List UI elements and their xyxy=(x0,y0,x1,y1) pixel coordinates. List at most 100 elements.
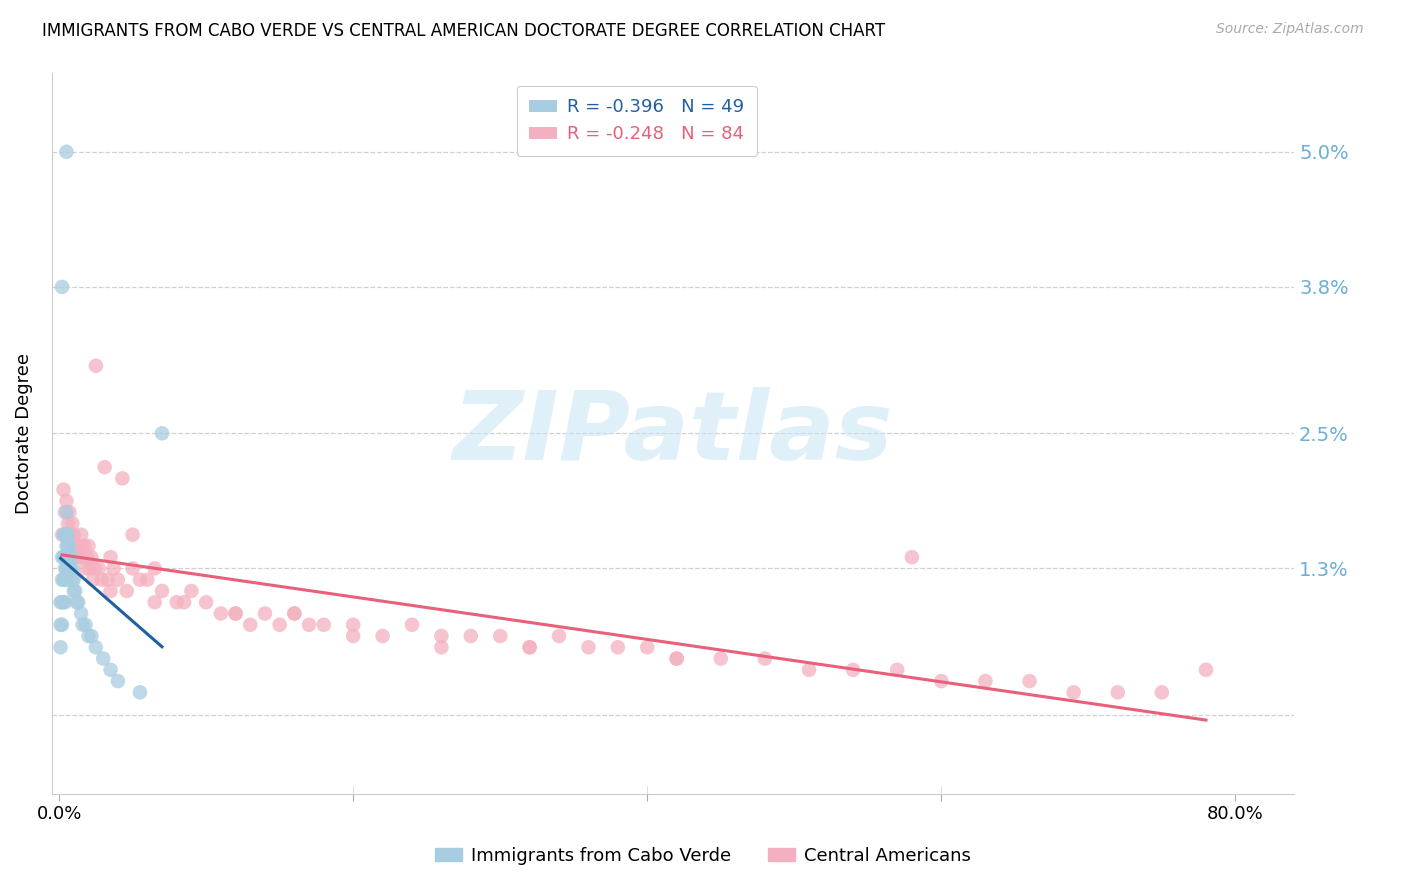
Point xyxy=(83,561,105,575)
Point xyxy=(225,607,247,621)
Point xyxy=(53,561,76,575)
Point xyxy=(76,550,98,565)
Point xyxy=(606,640,628,655)
Point xyxy=(62,527,84,541)
Point xyxy=(60,516,83,531)
Point xyxy=(84,640,107,655)
Point xyxy=(121,561,143,575)
Point xyxy=(77,629,100,643)
Point xyxy=(283,607,305,621)
Point xyxy=(129,685,152,699)
Point xyxy=(65,584,87,599)
Point xyxy=(239,617,262,632)
Point xyxy=(209,607,232,621)
Point xyxy=(298,617,321,632)
Point xyxy=(60,573,83,587)
Point xyxy=(143,595,166,609)
Point xyxy=(58,539,80,553)
Point xyxy=(1195,663,1218,677)
Point xyxy=(100,663,122,677)
Point xyxy=(53,573,76,587)
Point xyxy=(842,663,865,677)
Point xyxy=(430,629,453,643)
Point xyxy=(72,617,94,632)
Point xyxy=(66,595,89,609)
Point xyxy=(107,573,129,587)
Point xyxy=(225,607,247,621)
Point xyxy=(1107,685,1129,699)
Point xyxy=(84,359,107,373)
Point xyxy=(87,561,110,575)
Point xyxy=(90,573,112,587)
Legend: R = -0.396   N = 49, R = -0.248   N = 84: R = -0.396 N = 49, R = -0.248 N = 84 xyxy=(517,86,758,156)
Point xyxy=(82,573,104,587)
Point xyxy=(58,550,80,565)
Point xyxy=(93,460,115,475)
Point xyxy=(58,561,80,575)
Point xyxy=(1150,685,1173,699)
Point xyxy=(52,527,75,541)
Point xyxy=(49,595,72,609)
Point xyxy=(55,539,77,553)
Point xyxy=(51,550,73,565)
Point xyxy=(886,663,908,677)
Point xyxy=(269,617,291,632)
Point xyxy=(173,595,195,609)
Point xyxy=(107,674,129,689)
Point xyxy=(55,494,77,508)
Point xyxy=(52,595,75,609)
Point xyxy=(519,640,541,655)
Text: Source: ZipAtlas.com: Source: ZipAtlas.com xyxy=(1216,22,1364,37)
Point xyxy=(55,505,77,519)
Point xyxy=(55,550,77,565)
Point xyxy=(371,629,394,643)
Point xyxy=(111,471,134,485)
Text: IMMIGRANTS FROM CABO VERDE VS CENTRAL AMERICAN DOCTORATE DEGREE CORRELATION CHAR: IMMIGRANTS FROM CABO VERDE VS CENTRAL AM… xyxy=(42,22,886,40)
Point xyxy=(97,573,120,587)
Point xyxy=(121,527,143,541)
Point xyxy=(53,550,76,565)
Point xyxy=(51,617,73,632)
Point xyxy=(1018,674,1040,689)
Point xyxy=(180,584,202,599)
Point xyxy=(59,561,82,575)
Point xyxy=(901,550,924,565)
Point xyxy=(1063,685,1085,699)
Point xyxy=(55,527,77,541)
Point xyxy=(519,640,541,655)
Point xyxy=(797,663,820,677)
Point xyxy=(52,573,75,587)
Point xyxy=(55,573,77,587)
Point xyxy=(75,561,97,575)
Point xyxy=(56,516,79,531)
Point xyxy=(60,561,83,575)
Point xyxy=(143,561,166,575)
Point xyxy=(73,539,96,553)
Point xyxy=(974,674,997,689)
Point xyxy=(636,640,658,655)
Point xyxy=(53,505,76,519)
Point xyxy=(931,674,953,689)
Point xyxy=(59,550,82,565)
Point xyxy=(51,280,73,294)
Point xyxy=(66,550,89,565)
Point xyxy=(129,573,152,587)
Point xyxy=(665,651,688,665)
Point xyxy=(578,640,600,655)
Point xyxy=(53,595,76,609)
Point xyxy=(342,617,364,632)
Point xyxy=(56,539,79,553)
Point xyxy=(52,483,75,497)
Point xyxy=(100,550,122,565)
Point xyxy=(195,595,218,609)
Point xyxy=(136,573,159,587)
Point xyxy=(56,550,79,565)
Point xyxy=(75,617,97,632)
Point xyxy=(489,629,512,643)
Point xyxy=(91,651,114,665)
Point xyxy=(65,539,87,553)
Point xyxy=(253,607,276,621)
Point xyxy=(80,629,103,643)
Point xyxy=(51,595,73,609)
Point xyxy=(283,607,305,621)
